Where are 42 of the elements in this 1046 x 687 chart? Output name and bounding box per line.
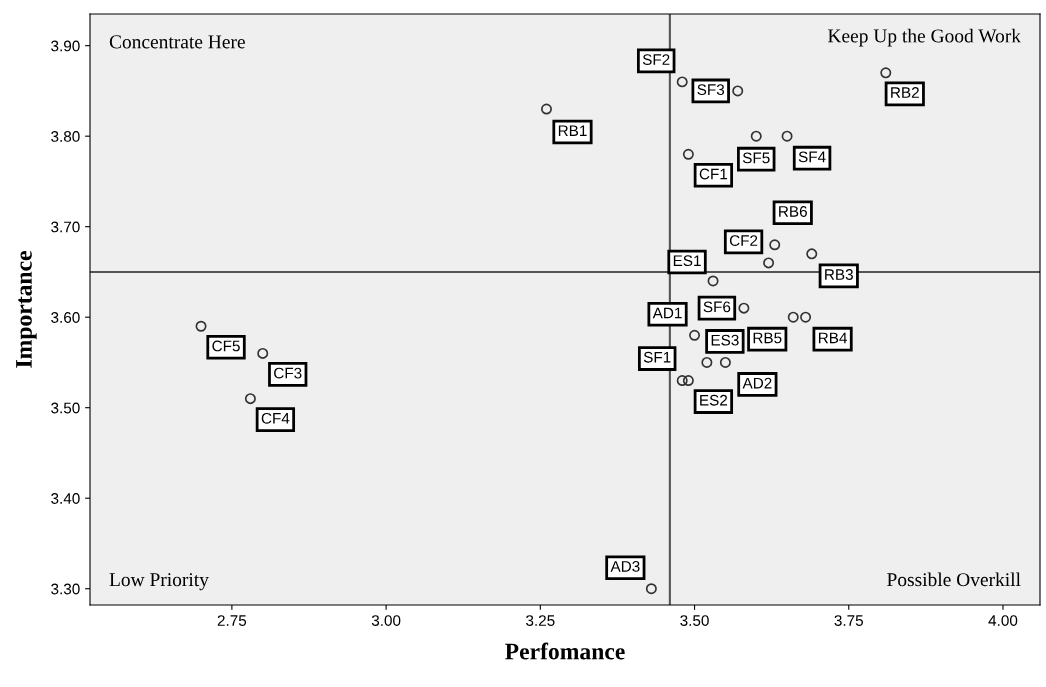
x-tick-label: 3.00 [371,615,401,626]
annotation: RB4 [818,332,847,344]
y-tick-label: 3.70 [51,221,80,233]
annotation: Concentrate Here [109,35,245,49]
y-axis-title: Importance [16,251,37,368]
annotation: ES3 [711,334,739,346]
annotation: SF1 [643,351,671,363]
annotation: CF1 [699,168,728,180]
annotation: ES1 [673,255,701,267]
annotation: CF2 [729,235,758,246]
annotation: ES2 [700,394,728,406]
annotation: SF5 [742,152,770,164]
y-tick-label: 3.80 [51,131,80,142]
annotation: SF6 [703,301,731,313]
annotation: CF4 [261,412,290,424]
annotation: SF4 [798,151,826,163]
y-tick-label: 3.50 [51,402,80,414]
x-tick-label: 4.00 [988,615,1018,626]
x-tick-label: 3.25 [526,615,555,626]
x-tick-label: 2.75 [217,615,247,626]
y-tick-label: 3.90 [51,40,80,52]
y-tick-label: 3.40 [51,493,80,504]
y-tick-label: 3.30 [51,583,80,595]
annotation: AD1 [652,307,682,319]
x-axis-title: Perfomance [505,642,625,660]
x-tick-label: 3.75 [834,615,863,626]
annotation: RB5 [753,332,782,344]
annotation: Low Priority [109,573,209,591]
annotation: RB3 [825,269,853,280]
annotation: RB1 [558,125,587,136]
annotation: SF3 [697,84,725,96]
y-tick-label: 3.60 [51,312,80,323]
annotation: RB2 [891,87,919,98]
x-tick-label: 3.50 [680,615,709,626]
annotation: Keep Up the Good Work [827,28,1021,47]
annotation: Possible Overkill [887,572,1021,587]
annotation: CF5 [212,340,240,352]
annotation: SF2 [642,54,670,65]
annotation: RB6 [779,206,807,217]
annotation: CF3 [274,367,302,379]
annotation: AD3 [610,560,640,572]
annotation: AD2 [742,377,772,389]
